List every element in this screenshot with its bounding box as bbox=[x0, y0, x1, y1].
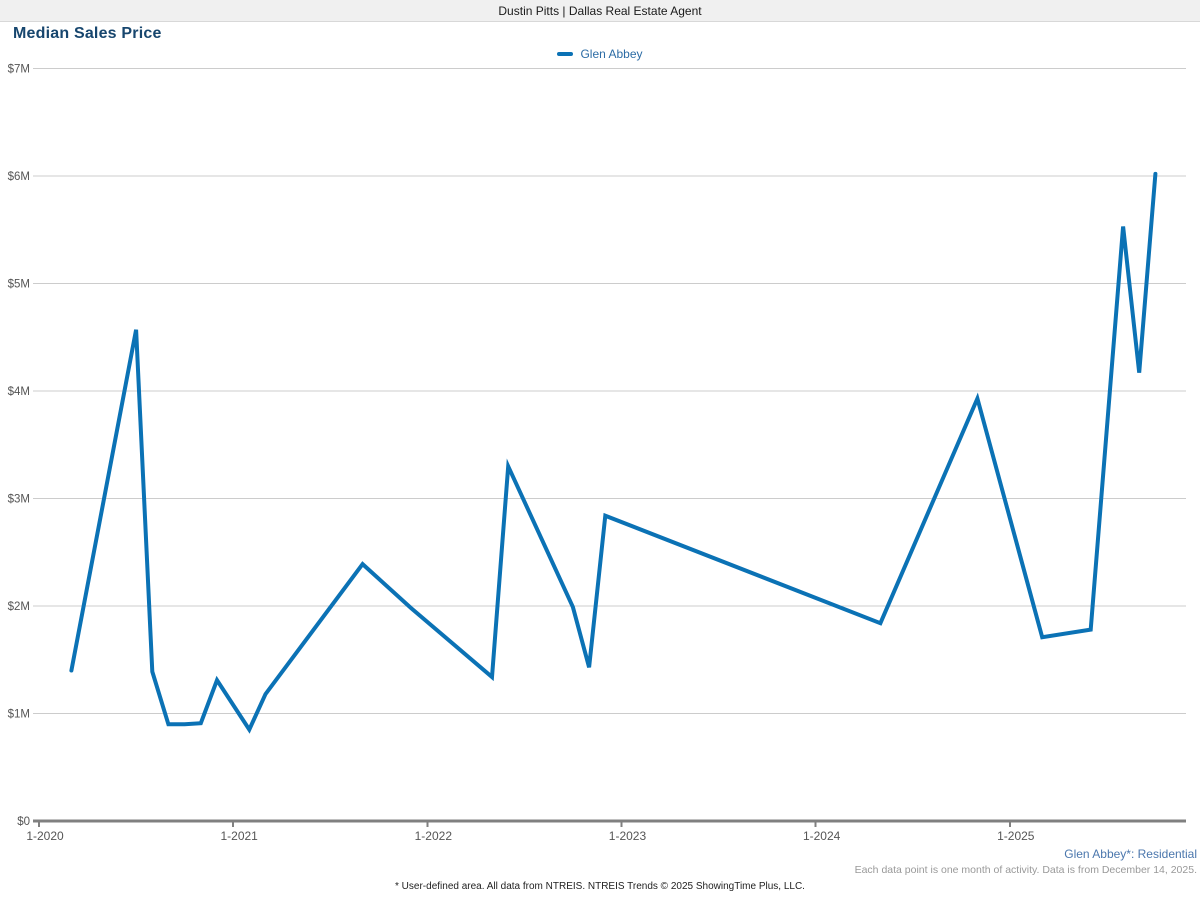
y-tick-label: $1M bbox=[8, 709, 30, 721]
y-tick-label: $3M bbox=[8, 494, 30, 506]
x-tick-label: 1-2025 bbox=[997, 829, 1035, 843]
y-tick-label: $6M bbox=[8, 171, 30, 183]
data-note: Each data point is one month of activity… bbox=[854, 864, 1197, 876]
y-tick-label: $4M bbox=[8, 386, 30, 398]
x-tick-label: 1-2021 bbox=[220, 829, 258, 843]
series-line-glen-abbey bbox=[69, 171, 1158, 734]
y-tick-label: $0 bbox=[17, 816, 30, 828]
legend-label: Glen Abbey bbox=[580, 46, 643, 61]
header-bar: Dustin Pitts | Dallas Real Estate Agent bbox=[0, 0, 1200, 22]
x-tick-label: 1-2022 bbox=[415, 829, 453, 843]
x-tick-label: 1-2023 bbox=[609, 829, 647, 843]
x-tick-label: 1-2020 bbox=[26, 829, 64, 843]
legend-line-marker bbox=[557, 51, 574, 56]
page-title: Median Sales Price bbox=[13, 25, 162, 42]
legend-item-glen-abbey[interactable]: Glen Abbey bbox=[0, 45, 1200, 62]
series-note: Glen Abbey*: Residential bbox=[1064, 847, 1197, 861]
y-tick-label: $7M bbox=[8, 64, 30, 76]
header-title: Dustin Pitts | Dallas Real Estate Agent bbox=[498, 3, 702, 18]
y-tick-label: $5M bbox=[8, 279, 30, 291]
y-tick-label: $2M bbox=[8, 601, 30, 613]
footer-disclaimer: * User-defined area. All data from NTREI… bbox=[395, 881, 805, 892]
x-tick-label: 1-2024 bbox=[803, 829, 841, 843]
